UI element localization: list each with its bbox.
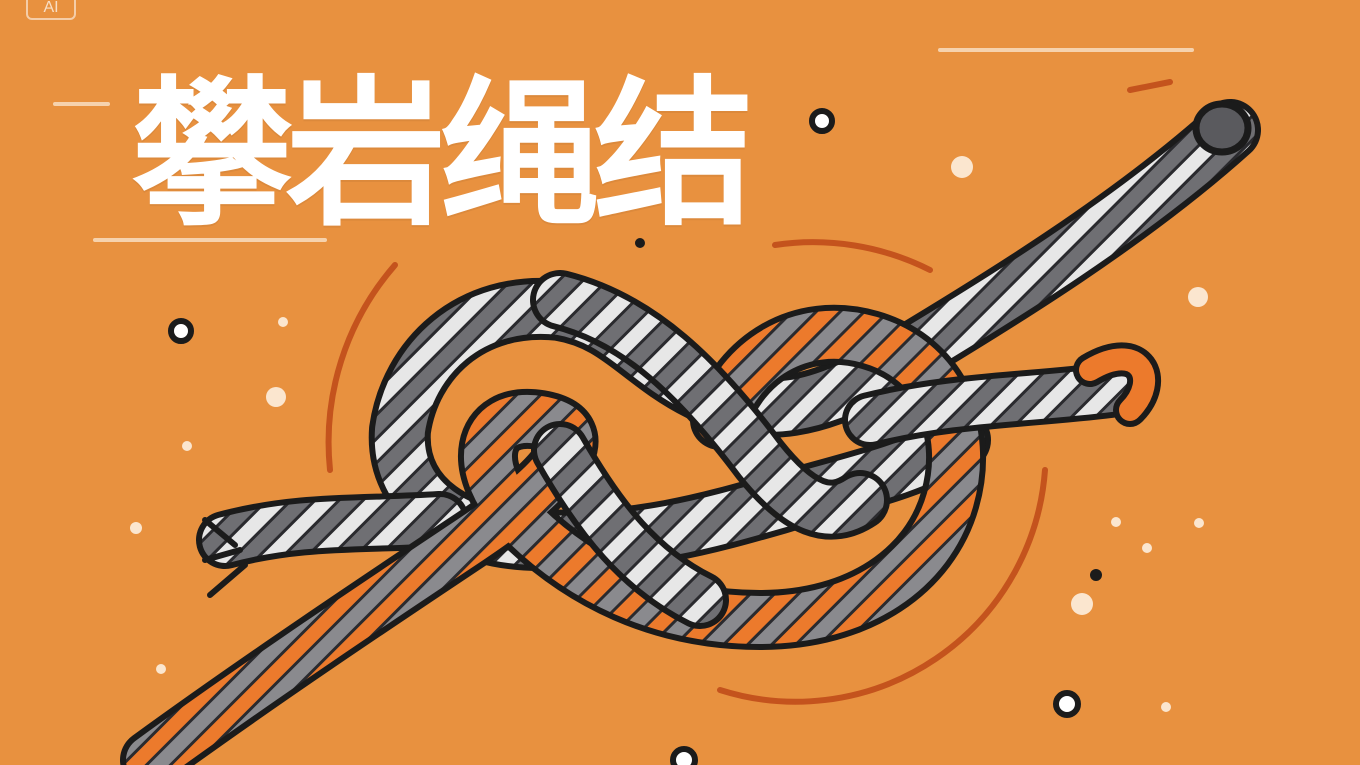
white-dot	[951, 156, 973, 178]
decor-dots	[130, 108, 1208, 765]
rope-tail-fill	[848, 368, 1132, 442]
white-dot	[278, 317, 288, 327]
ring-dot	[809, 108, 835, 134]
white-dot	[1111, 517, 1121, 527]
rope-end	[1192, 100, 1252, 156]
rope-end-cap	[1192, 100, 1252, 156]
fray-line	[202, 547, 243, 563]
ring-dot	[670, 746, 698, 765]
white-dot	[266, 387, 286, 407]
decor-arc	[772, 239, 933, 273]
white-dot	[1142, 543, 1152, 553]
white-dot	[1188, 287, 1208, 307]
rope-gray-tail-fill	[202, 497, 463, 563]
white-dot	[130, 522, 142, 534]
white-dot	[182, 441, 192, 451]
white-dot	[1194, 518, 1204, 528]
rope-orange-fill	[126, 310, 981, 765]
fray-line	[202, 517, 238, 548]
rope-tail-loop-fill	[1079, 348, 1156, 421]
fray-line	[207, 562, 248, 598]
decor-arc	[325, 262, 398, 473]
rope-right-tail	[842, 342, 1162, 448]
page-title: 攀岩绳结	[132, 61, 754, 248]
white-dot	[1071, 593, 1093, 615]
white-dot	[1161, 702, 1171, 712]
black-dot	[1090, 569, 1102, 581]
rope-frayed-end	[202, 517, 248, 598]
ai-badge: AI	[26, 0, 76, 20]
ring-dot	[1053, 690, 1081, 718]
decor-arc	[1127, 79, 1173, 93]
decor-arc	[717, 467, 1048, 705]
decor-lines	[53, 48, 1194, 242]
rope-orange	[120, 304, 987, 765]
rope-crossings	[530, 270, 890, 629]
black-dot	[635, 238, 645, 248]
decor-arcs	[325, 79, 1173, 705]
rope-crossing-fill	[537, 427, 723, 623]
rope-crossing-fill	[536, 276, 884, 534]
ring-dot	[168, 318, 194, 344]
white-dot	[156, 664, 166, 674]
